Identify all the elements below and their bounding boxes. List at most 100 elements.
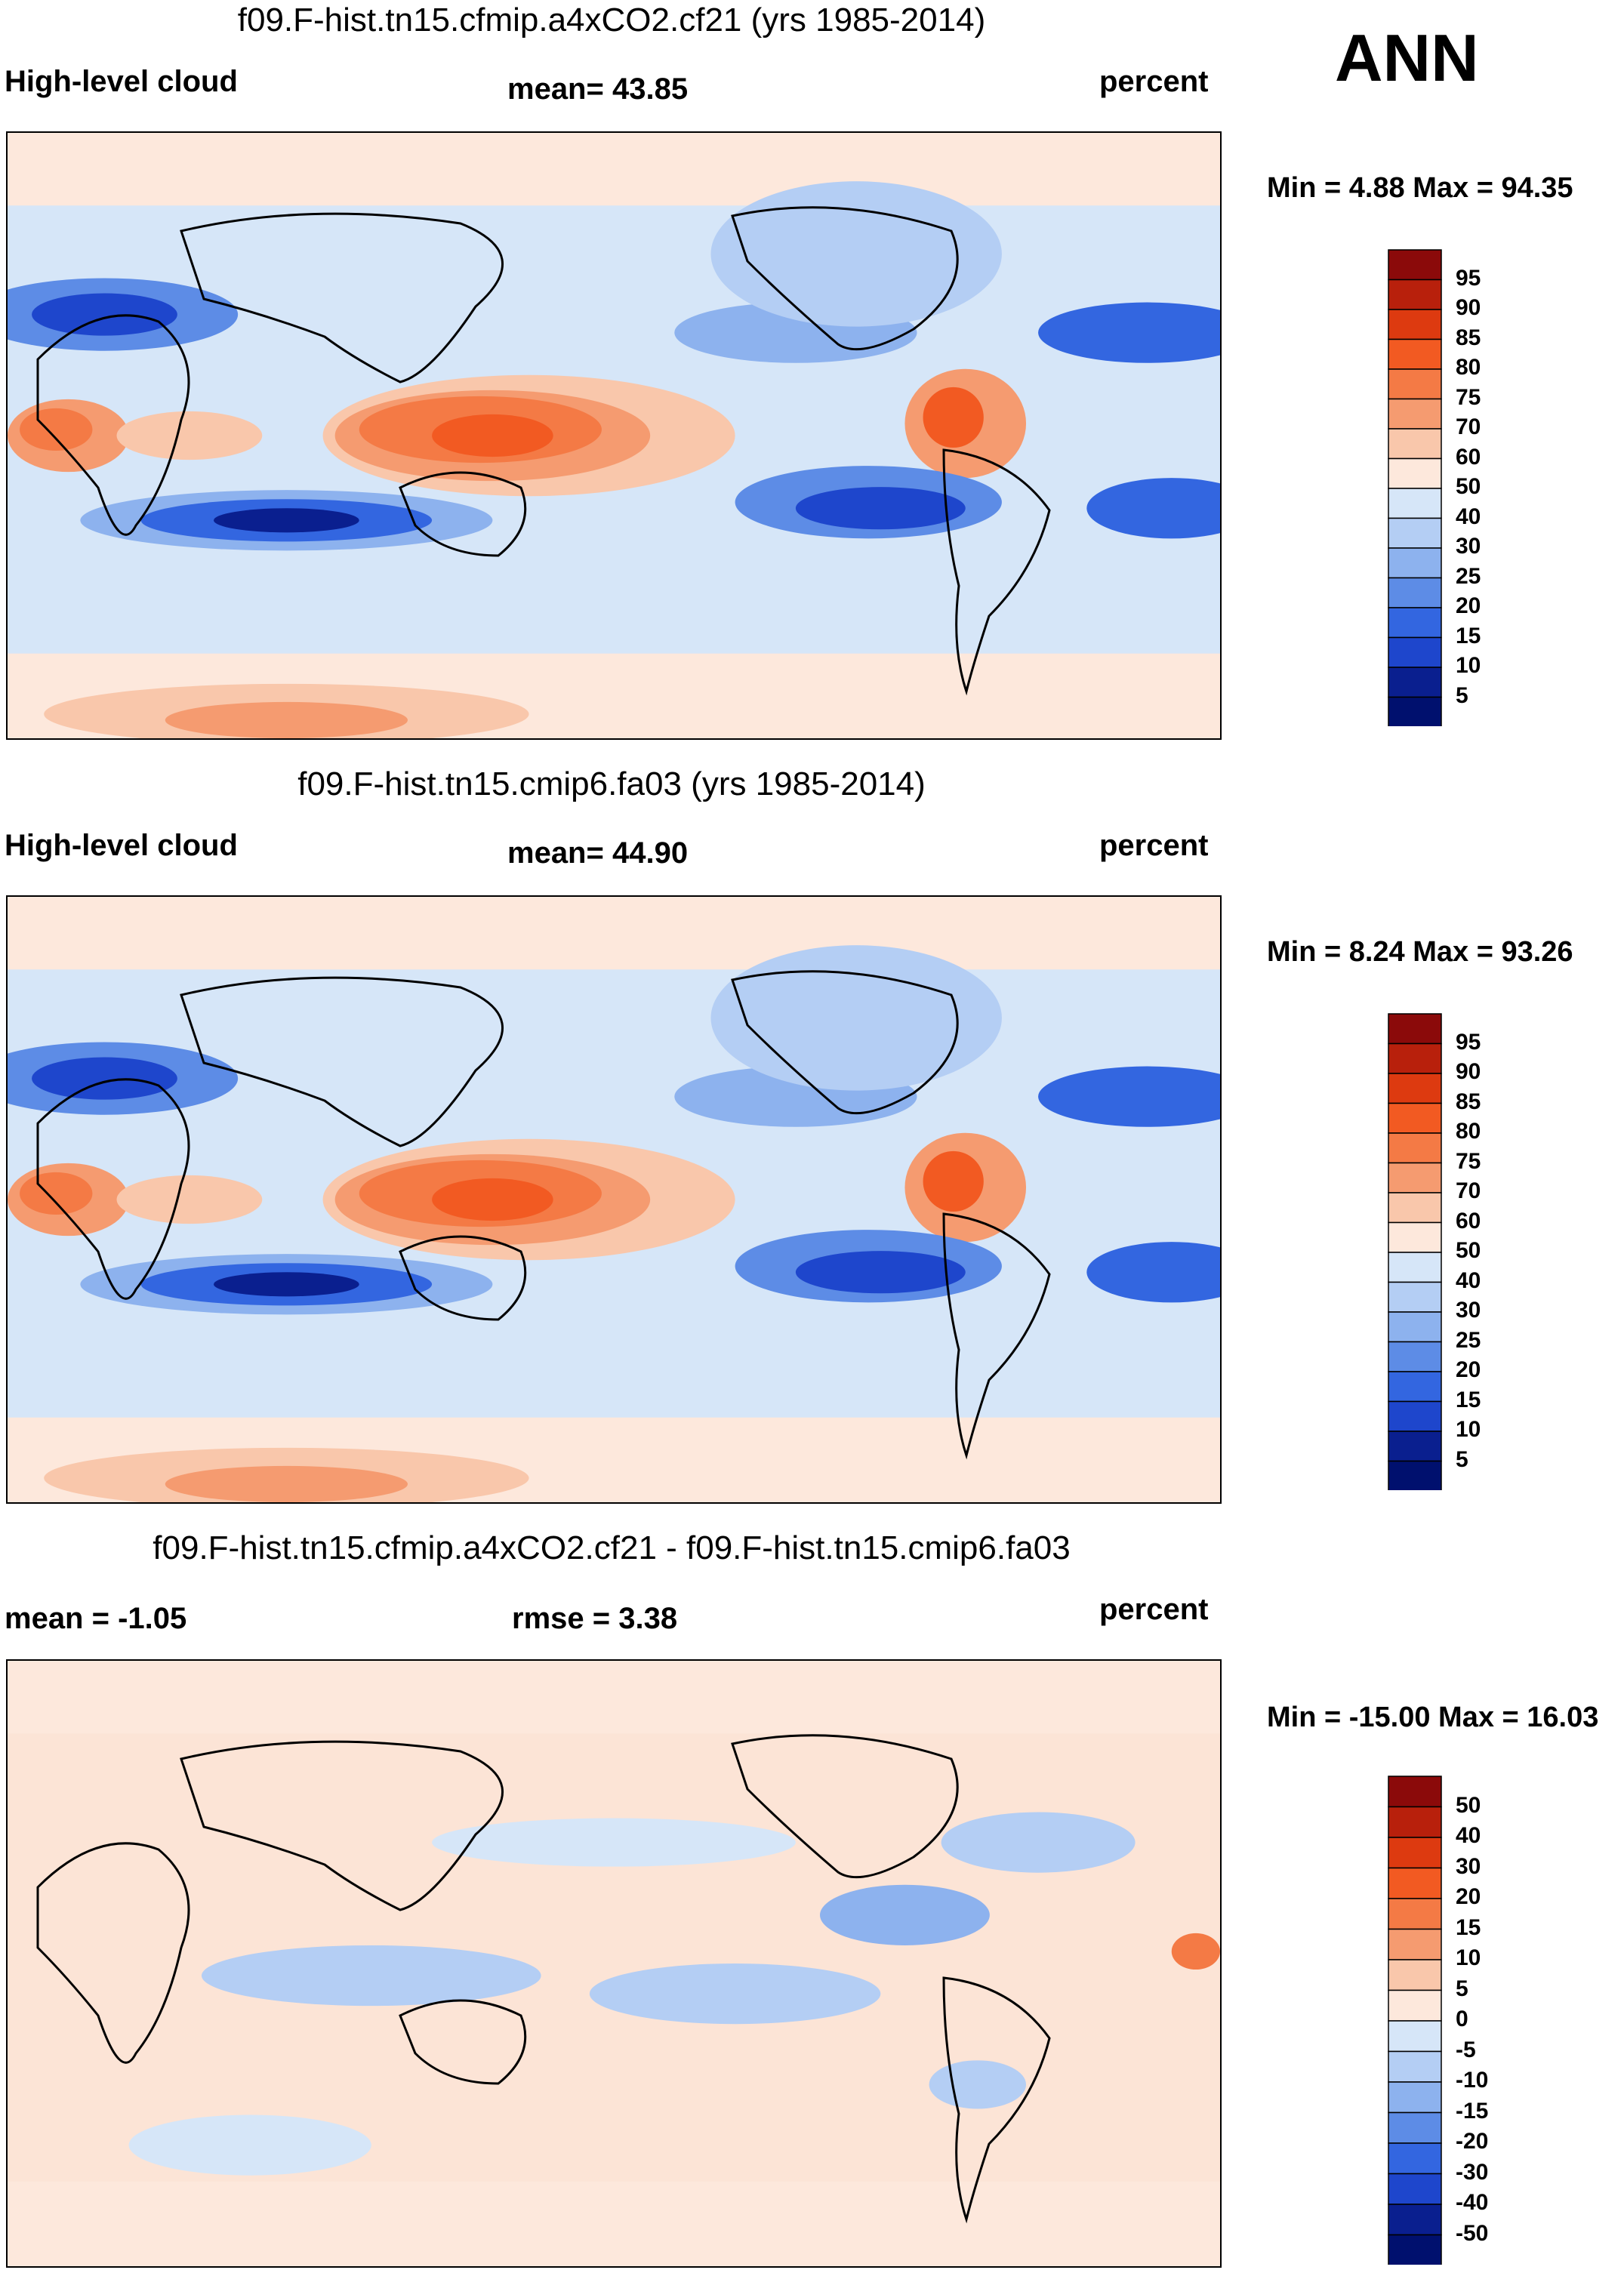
colorbar-1-swatch-9 (1388, 517, 1442, 549)
colorbar-2-swatch-5 (1388, 1162, 1442, 1193)
colorbar-3-swatch-2 (1388, 1837, 1442, 1869)
map-3-contour-region-7 (1171, 1933, 1220, 1970)
map-1-coastline-4 (942, 448, 1051, 696)
panel-2-colorbar: 95 90 85 80 75 70 60 50 40 30 25 20 15 10 5 (1388, 1013, 1481, 1490)
panel-1-map (6, 131, 1222, 740)
map-2-contour-region-8 (116, 1175, 263, 1224)
colorbar-3-tick-label: 30 (1456, 1853, 1481, 1879)
map-3-contour-region-6 (432, 1818, 796, 1867)
colorbar-1-tick-label: 25 (1456, 563, 1481, 589)
colorbar-1-tick-label: 90 (1456, 295, 1481, 320)
colorbar-2-swatch-10 (1388, 1311, 1442, 1343)
map-3-coastline-4 (942, 1976, 1051, 2224)
map-2-coastline-4 (942, 1212, 1051, 1460)
colorbar-2-tick-label: 30 (1456, 1298, 1481, 1323)
colorbar-1-swatch-5 (1388, 398, 1442, 430)
colorbar-2-tick-label: 50 (1456, 1238, 1481, 1263)
map-2-coastline-3 (731, 970, 959, 1115)
colorbar-2-tick-label: 15 (1456, 1387, 1481, 1412)
map-3-coastline-2 (399, 1999, 527, 2085)
map-3-background (8, 1661, 1220, 2266)
colorbar-2-tick-label: 70 (1456, 1178, 1481, 1203)
colorbar-3-swatch-12 (1388, 2142, 1442, 2175)
colorbar-3-swatch-9 (1388, 2050, 1442, 2083)
colorbar-3-swatch-3 (1388, 1867, 1442, 1899)
colorbar-3-tick-label: 15 (1456, 1914, 1481, 1940)
colorbar-2-tick-label: 10 (1456, 1417, 1481, 1442)
colorbar-1-swatch-13 (1388, 636, 1442, 668)
colorbar-3-tick-label: 5 (1456, 1976, 1468, 2001)
colorbar-3-swatch-8 (1388, 2020, 1442, 2053)
map-1-north-band (8, 133, 1220, 206)
map-3-coastline-1 (180, 1740, 504, 1911)
colorbar-1-tick-label: 75 (1456, 384, 1481, 410)
colorbar-3-tick-label: 20 (1456, 1884, 1481, 1909)
colorbar-3-swatch-0 (1388, 1776, 1442, 1808)
colorbar-2-swatch-1 (1388, 1043, 1442, 1074)
map-1-coastline-3 (731, 206, 959, 351)
colorbar-2-swatch-7 (1388, 1221, 1442, 1253)
colorbar-2-swatch-12 (1388, 1371, 1442, 1403)
panel-1-variable-label: High-level cloud (5, 65, 238, 98)
colorbar-3-tick-label: -50 (1456, 2220, 1489, 2246)
panel-2-variable-label: High-level cloud (5, 829, 238, 862)
map-2-coastline-0 (36, 1078, 190, 1300)
panel-1-mean: mean= 43.85 (507, 72, 689, 106)
map-2-contour-region-17 (1086, 1242, 1220, 1303)
colorbar-3-tick-label: -5 (1456, 2037, 1476, 2062)
map-2-contour-region-10 (165, 1465, 408, 1502)
colorbar-1-tick-label: 20 (1456, 593, 1481, 618)
map-1-contour-region-8 (116, 411, 263, 460)
panel-2-minmax: Min = 8.24 Max = 93.26 (1267, 936, 1573, 968)
map-1-contour-region-10 (165, 701, 408, 738)
map-2-north-band (8, 897, 1220, 970)
colorbar-2-tick-label: 80 (1456, 1119, 1481, 1144)
colorbar-2-swatch-11 (1388, 1341, 1442, 1372)
colorbar-2-swatch-4 (1388, 1132, 1442, 1164)
colorbar-1-tick-label: 95 (1456, 265, 1481, 291)
panel-2-mean: mean= 44.90 (507, 836, 689, 870)
colorbar-1-swatch-4 (1388, 368, 1442, 400)
map-2-contour-region-5 (20, 1172, 93, 1215)
colorbar-2-swatch-13 (1388, 1400, 1442, 1432)
colorbar-3-tick-label: 0 (1456, 2007, 1468, 2031)
colorbar-3-swatch-14 (1388, 2204, 1442, 2236)
colorbar-3-swatch-6 (1388, 1959, 1442, 1991)
colorbar-2-tick-label: 40 (1456, 1267, 1481, 1293)
colorbar-2-swatch-3 (1388, 1102, 1442, 1134)
map-3-contour-region-4 (128, 2114, 371, 2176)
map-2-contour-region-19 (32, 1057, 177, 1100)
colorbar-1-tick-label: 80 (1456, 355, 1481, 380)
colorbar-3-swatch-15 (1388, 2234, 1442, 2265)
map-3-coastline-0 (36, 1842, 190, 2064)
colorbar-3-tick-label: -20 (1456, 2129, 1489, 2154)
colorbar-1-tick-label: 70 (1456, 414, 1481, 439)
colorbar-2-tick-label: 95 (1456, 1029, 1481, 1055)
colorbar-3-tick-label: -10 (1456, 2068, 1489, 2093)
colorbar-3-swatch-5 (1388, 1928, 1442, 1960)
panel-2-contour-plot (8, 897, 1220, 1502)
map-3-contour-region-2 (820, 1884, 990, 1945)
map-1-contour-region-16 (795, 487, 966, 530)
map-1-contour-region-14 (214, 508, 359, 533)
colorbar-1-swatch-0 (1388, 249, 1442, 281)
colorbar-2-tick-label: 25 (1456, 1327, 1481, 1353)
colorbar-2-tick-label: 20 (1456, 1357, 1481, 1382)
panel-3-rmse: rmse = 3.38 (512, 1602, 678, 1635)
colorbar-2-swatch-15 (1388, 1460, 1442, 1490)
colorbar-2-swatch-6 (1388, 1192, 1442, 1224)
panel-3-mean: mean = -1.05 (5, 1602, 187, 1635)
map-1-contour-region-17 (1086, 478, 1220, 539)
colorbar-2-tick-label: 90 (1456, 1059, 1481, 1084)
colorbar-3-tick-label: 10 (1456, 1945, 1481, 1970)
colorbar-3-swatch-10 (1388, 2081, 1442, 2114)
panel-1-units: percent (1099, 65, 1209, 98)
colorbar-3-swatch-1 (1388, 1806, 1442, 1838)
colorbar-3-tick-label: -15 (1456, 2098, 1489, 2124)
colorbar-3-tick-label: -30 (1456, 2159, 1489, 2185)
colorbar-2-tick-label: 5 (1456, 1446, 1468, 1472)
colorbar-3-tick-label: 40 (1456, 1823, 1481, 1848)
season-label: ANN (1335, 20, 1479, 95)
colorbar-1-swatch-14 (1388, 667, 1442, 698)
colorbar-1-swatch-6 (1388, 428, 1442, 460)
